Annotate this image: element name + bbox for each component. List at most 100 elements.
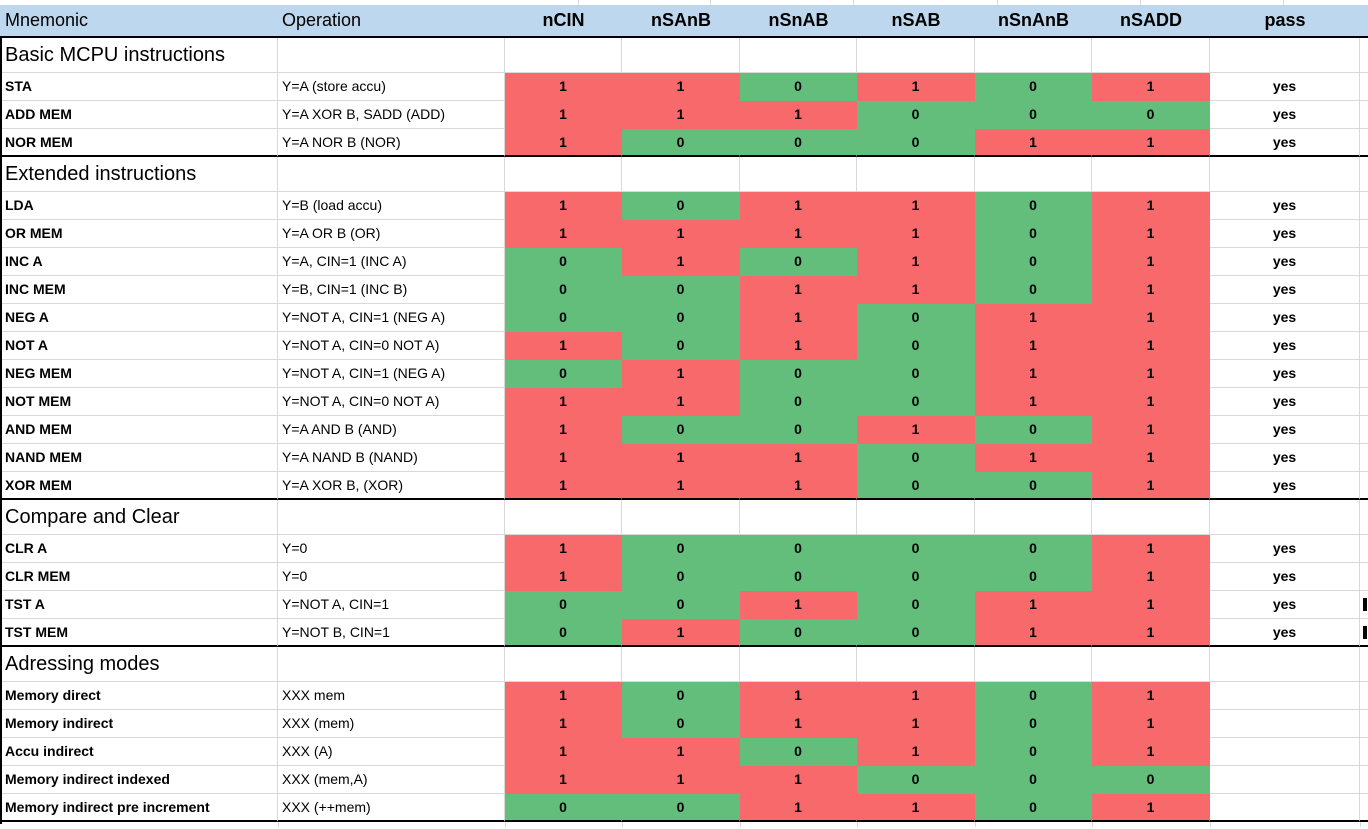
header-nsnanb[interactable]: nSnAnB bbox=[998, 10, 1069, 30]
section-title[interactable]: Extended instructions bbox=[0, 157, 278, 192]
bit-cell[interactable]: 0 bbox=[975, 563, 1092, 591]
section-empty-pass-cell[interactable] bbox=[1210, 500, 1360, 535]
cell-operation[interactable]: Y=A XOR B, SADD (ADD) bbox=[278, 101, 505, 129]
section-empty-bit-cell[interactable] bbox=[1092, 38, 1210, 73]
bit-cell[interactable]: 1 bbox=[857, 794, 975, 822]
cell-mnemonic[interactable]: ADD MEM bbox=[0, 101, 278, 129]
bit-cell[interactable]: 1 bbox=[740, 304, 857, 332]
section-empty-bit-cell[interactable] bbox=[1092, 157, 1210, 192]
pass-cell[interactable]: yes bbox=[1210, 619, 1360, 647]
cell-operation[interactable]: XXX (++mem) bbox=[278, 794, 505, 822]
bit-cell[interactable]: 1 bbox=[740, 710, 857, 738]
section-empty-operation-cell[interactable] bbox=[278, 647, 505, 682]
bit-cell[interactable]: 1 bbox=[740, 794, 857, 822]
cell-operation[interactable]: Y=NOT A, CIN=1 bbox=[278, 591, 505, 619]
cell-mnemonic[interactable]: NOR MEM bbox=[0, 129, 278, 157]
cell-operation[interactable]: Y=NOT A, CIN=1 (NEG A) bbox=[278, 360, 505, 388]
bit-cell[interactable]: 1 bbox=[1092, 360, 1210, 388]
cell-mnemonic[interactable]: NOT A bbox=[0, 332, 278, 360]
cell-mnemonic[interactable]: CLR A bbox=[0, 535, 278, 563]
section-empty-bit-cell[interactable] bbox=[857, 157, 975, 192]
cell-operation[interactable]: Y=NOT A, CIN=1 (NEG A) bbox=[278, 304, 505, 332]
section-empty-bit-cell[interactable] bbox=[857, 500, 975, 535]
bit-cell[interactable]: 0 bbox=[857, 535, 975, 563]
bit-cell[interactable]: 0 bbox=[622, 304, 740, 332]
pass-cell[interactable] bbox=[1210, 766, 1360, 794]
cell-operation[interactable]: Y=A OR B (OR) bbox=[278, 220, 505, 248]
cell-mnemonic[interactable]: LDA bbox=[0, 192, 278, 220]
bit-cell[interactable]: 1 bbox=[1092, 129, 1210, 157]
bit-cell[interactable]: 1 bbox=[1092, 591, 1210, 619]
bit-cell[interactable]: 1 bbox=[505, 101, 622, 129]
bit-cell[interactable]: 1 bbox=[505, 416, 622, 444]
bit-cell[interactable]: 0 bbox=[740, 248, 857, 276]
bit-cell[interactable]: 0 bbox=[505, 276, 622, 304]
bit-cell[interactable]: 0 bbox=[740, 129, 857, 157]
bit-cell[interactable]: 0 bbox=[505, 619, 622, 647]
bit-cell[interactable]: 0 bbox=[975, 472, 1092, 500]
pass-cell[interactable]: yes bbox=[1210, 535, 1360, 563]
bit-cell[interactable]: 1 bbox=[857, 276, 975, 304]
bit-cell[interactable]: 0 bbox=[740, 738, 857, 766]
cell-operation[interactable]: Y=A AND B (AND) bbox=[278, 416, 505, 444]
bit-cell[interactable]: 1 bbox=[622, 619, 740, 647]
pass-cell[interactable]: yes bbox=[1210, 192, 1360, 220]
cell-operation[interactable]: Y=NOT B, CIN=1 bbox=[278, 619, 505, 647]
bit-cell[interactable]: 0 bbox=[740, 563, 857, 591]
cell-operation[interactable]: Y=A NAND B (NAND) bbox=[278, 444, 505, 472]
bit-cell[interactable]: 1 bbox=[505, 535, 622, 563]
section-empty-bit-cell[interactable] bbox=[975, 500, 1092, 535]
bit-cell[interactable]: 1 bbox=[1092, 192, 1210, 220]
section-empty-bit-cell[interactable] bbox=[505, 157, 622, 192]
bit-cell[interactable]: 0 bbox=[975, 276, 1092, 304]
bit-cell[interactable]: 0 bbox=[622, 535, 740, 563]
header-nsnab[interactable]: nSnAB bbox=[768, 10, 829, 30]
bit-cell[interactable]: 1 bbox=[975, 388, 1092, 416]
bit-cell[interactable]: 1 bbox=[1092, 472, 1210, 500]
bit-cell[interactable]: 0 bbox=[505, 591, 622, 619]
bit-cell[interactable]: 1 bbox=[505, 766, 622, 794]
bit-cell[interactable]: 0 bbox=[975, 738, 1092, 766]
section-empty-bit-cell[interactable] bbox=[857, 647, 975, 682]
section-empty-bit-cell[interactable] bbox=[740, 500, 857, 535]
bit-cell[interactable]: 1 bbox=[857, 220, 975, 248]
section-empty-operation-cell[interactable] bbox=[278, 38, 505, 73]
cell-mnemonic[interactable]: INC MEM bbox=[0, 276, 278, 304]
bit-cell[interactable]: 1 bbox=[1092, 73, 1210, 101]
cell-operation[interactable]: XXX (A) bbox=[278, 738, 505, 766]
cell-operation[interactable]: Y=A XOR B, (XOR) bbox=[278, 472, 505, 500]
bit-cell[interactable]: 0 bbox=[975, 682, 1092, 710]
pass-cell[interactable] bbox=[1210, 794, 1360, 822]
pass-cell[interactable]: yes bbox=[1210, 388, 1360, 416]
pass-cell[interactable]: yes bbox=[1210, 563, 1360, 591]
bit-cell[interactable]: 1 bbox=[622, 472, 740, 500]
bit-cell[interactable]: 1 bbox=[857, 73, 975, 101]
pass-cell[interactable] bbox=[1210, 738, 1360, 766]
cell-mnemonic[interactable]: NAND MEM bbox=[0, 444, 278, 472]
bit-cell[interactable]: 1 bbox=[505, 129, 622, 157]
pass-cell[interactable]: yes bbox=[1210, 248, 1360, 276]
bit-cell[interactable]: 0 bbox=[857, 360, 975, 388]
bit-cell[interactable]: 0 bbox=[975, 416, 1092, 444]
bit-cell[interactable]: 0 bbox=[740, 416, 857, 444]
bit-cell[interactable]: 1 bbox=[505, 682, 622, 710]
bit-cell[interactable]: 0 bbox=[857, 472, 975, 500]
bit-cell[interactable]: 1 bbox=[975, 444, 1092, 472]
bit-cell[interactable]: 0 bbox=[622, 682, 740, 710]
bit-cell[interactable]: 0 bbox=[857, 591, 975, 619]
bit-cell[interactable]: 0 bbox=[857, 766, 975, 794]
header-operation[interactable]: Operation bbox=[282, 10, 362, 30]
bit-cell[interactable]: 1 bbox=[505, 738, 622, 766]
bit-cell[interactable]: 0 bbox=[622, 332, 740, 360]
bit-cell[interactable]: 0 bbox=[975, 766, 1092, 794]
bit-cell[interactable]: 1 bbox=[505, 444, 622, 472]
bit-cell[interactable]: 1 bbox=[622, 738, 740, 766]
bit-cell[interactable]: 1 bbox=[857, 416, 975, 444]
cell-operation[interactable]: Y=NOT A, CIN=0 NOT A) bbox=[278, 332, 505, 360]
cell-mnemonic[interactable]: Accu indirect bbox=[0, 738, 278, 766]
section-empty-bit-cell[interactable] bbox=[740, 157, 857, 192]
bit-cell[interactable]: 1 bbox=[505, 73, 622, 101]
bit-cell[interactable]: 1 bbox=[622, 248, 740, 276]
bit-cell[interactable]: 1 bbox=[1092, 248, 1210, 276]
pass-cell[interactable]: yes bbox=[1210, 101, 1360, 129]
